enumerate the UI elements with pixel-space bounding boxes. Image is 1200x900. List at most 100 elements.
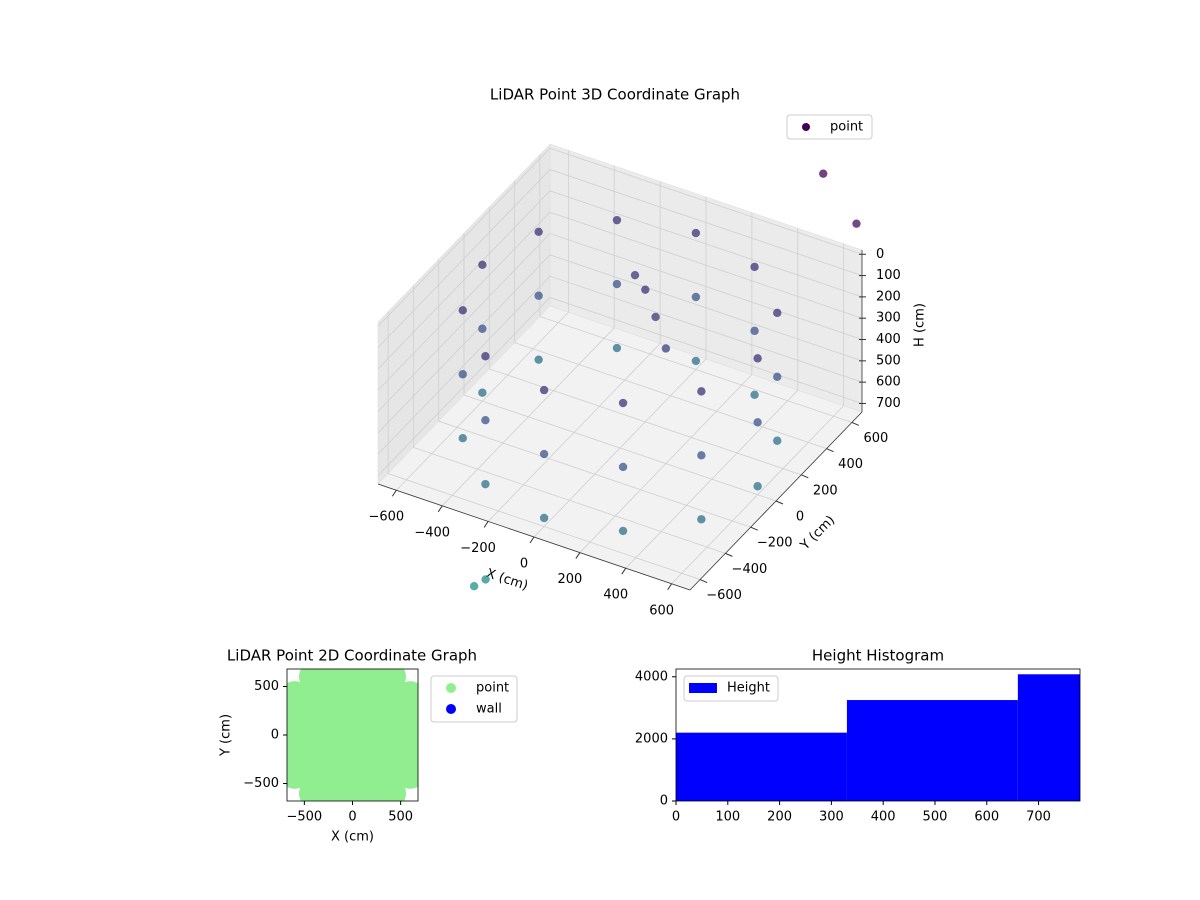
legend-label: Height <box>727 681 770 696</box>
histogram-bar <box>1017 674 1080 801</box>
legend-marker <box>689 683 717 693</box>
data-point <box>661 344 671 353</box>
x-tick <box>529 536 535 544</box>
z-tick-label: 300 <box>876 311 901 326</box>
x-tick <box>667 583 673 591</box>
z-tick-label: 500 <box>876 353 901 368</box>
plot-area <box>287 669 418 801</box>
data-point <box>750 262 759 272</box>
data-point <box>539 385 549 395</box>
data-point <box>641 285 650 294</box>
data-point <box>534 355 543 364</box>
data-point <box>458 306 467 315</box>
data-point <box>750 390 759 399</box>
z-axis-label: H (cm) <box>913 303 928 347</box>
y-tick <box>826 448 834 453</box>
x-tick-label: 100 <box>715 810 740 825</box>
data-point <box>478 260 487 270</box>
data-point <box>819 169 828 178</box>
grid-line <box>387 311 701 580</box>
y-tick-label: 600 <box>863 431 888 446</box>
y-tick-label: −200 <box>757 536 793 551</box>
y-tick <box>851 422 860 426</box>
legend-label: point <box>476 681 509 696</box>
data-point <box>478 324 487 333</box>
x-tick-label: 0 <box>520 557 528 572</box>
x-tick-label: 400 <box>871 810 896 825</box>
data-point <box>612 279 622 289</box>
grid-line <box>377 190 863 370</box>
y-tick-label: 0 <box>271 728 279 743</box>
data-point <box>773 372 782 381</box>
legend-marker <box>802 123 810 131</box>
x-tick-label: 400 <box>603 588 628 603</box>
data-point <box>753 354 762 363</box>
data-point <box>612 215 622 225</box>
legend-label: wall <box>476 702 502 717</box>
z-tick-label: 200 <box>876 289 901 304</box>
x-tick-label: 0 <box>672 810 680 825</box>
grid-line <box>377 169 863 348</box>
y-tick-label: −600 <box>706 588 742 603</box>
x-tick-label: 700 <box>1026 810 1051 825</box>
data-point <box>691 356 701 366</box>
data-point <box>481 416 490 425</box>
data-point <box>691 292 701 302</box>
legend-marker <box>446 683 456 693</box>
grid-line <box>533 197 707 538</box>
x-tick <box>483 521 489 528</box>
x-tick-label: 600 <box>649 603 674 618</box>
grid-line <box>377 275 863 455</box>
grid-line <box>438 259 751 528</box>
legend-marker <box>446 704 456 714</box>
data-point <box>469 582 479 591</box>
x-tick-label: 0 <box>348 810 356 825</box>
grid-line <box>625 228 799 569</box>
data-point <box>630 270 640 280</box>
data-point <box>478 388 487 397</box>
data-point <box>481 575 490 584</box>
y-tick <box>699 579 708 583</box>
x-tick-label: 500 <box>388 810 413 825</box>
y-tick-label: 2000 <box>635 731 668 746</box>
data-point <box>697 515 706 524</box>
x-tick-label: −400 <box>414 525 450 540</box>
x-tick <box>437 505 443 513</box>
data-point <box>539 513 549 523</box>
z-tick-label: 400 <box>876 332 901 347</box>
data-point <box>534 291 543 300</box>
y-tick-label: 4000 <box>635 669 668 684</box>
data-point <box>376 669 407 692</box>
z-tick-label: 600 <box>876 375 901 390</box>
y-tick-label: −400 <box>732 562 768 577</box>
data-point <box>697 451 706 460</box>
histogram-bar <box>676 732 847 801</box>
legend-frame <box>786 114 873 140</box>
data-point <box>618 462 628 472</box>
chart-title: LiDAR Point 3D Coordinate Graph <box>490 86 740 104</box>
data-point <box>618 526 628 536</box>
data-point <box>539 449 549 459</box>
grid-line <box>487 181 661 522</box>
chart-title: Height Histogram <box>812 647 944 665</box>
grid-line <box>413 285 726 554</box>
x-axis-label: X (cm) <box>331 830 374 845</box>
axes-frame <box>675 668 1081 802</box>
data-point <box>481 352 490 361</box>
histogram-bar <box>846 700 1018 801</box>
data-point <box>753 482 762 491</box>
y-tick-label: 400 <box>838 457 863 472</box>
data-point <box>534 227 543 236</box>
legend-label: point <box>830 120 863 135</box>
y-tick-label: 200 <box>813 483 838 498</box>
data-point <box>773 308 782 318</box>
y-tick <box>801 474 809 479</box>
grid-line <box>377 297 863 476</box>
x-tick-label: 500 <box>923 810 948 825</box>
y-tick-label: 0 <box>796 510 804 525</box>
grid-line <box>377 211 863 391</box>
x-tick-label: 200 <box>767 810 792 825</box>
y-tick-label: 0 <box>660 794 668 809</box>
data-point <box>697 387 706 396</box>
